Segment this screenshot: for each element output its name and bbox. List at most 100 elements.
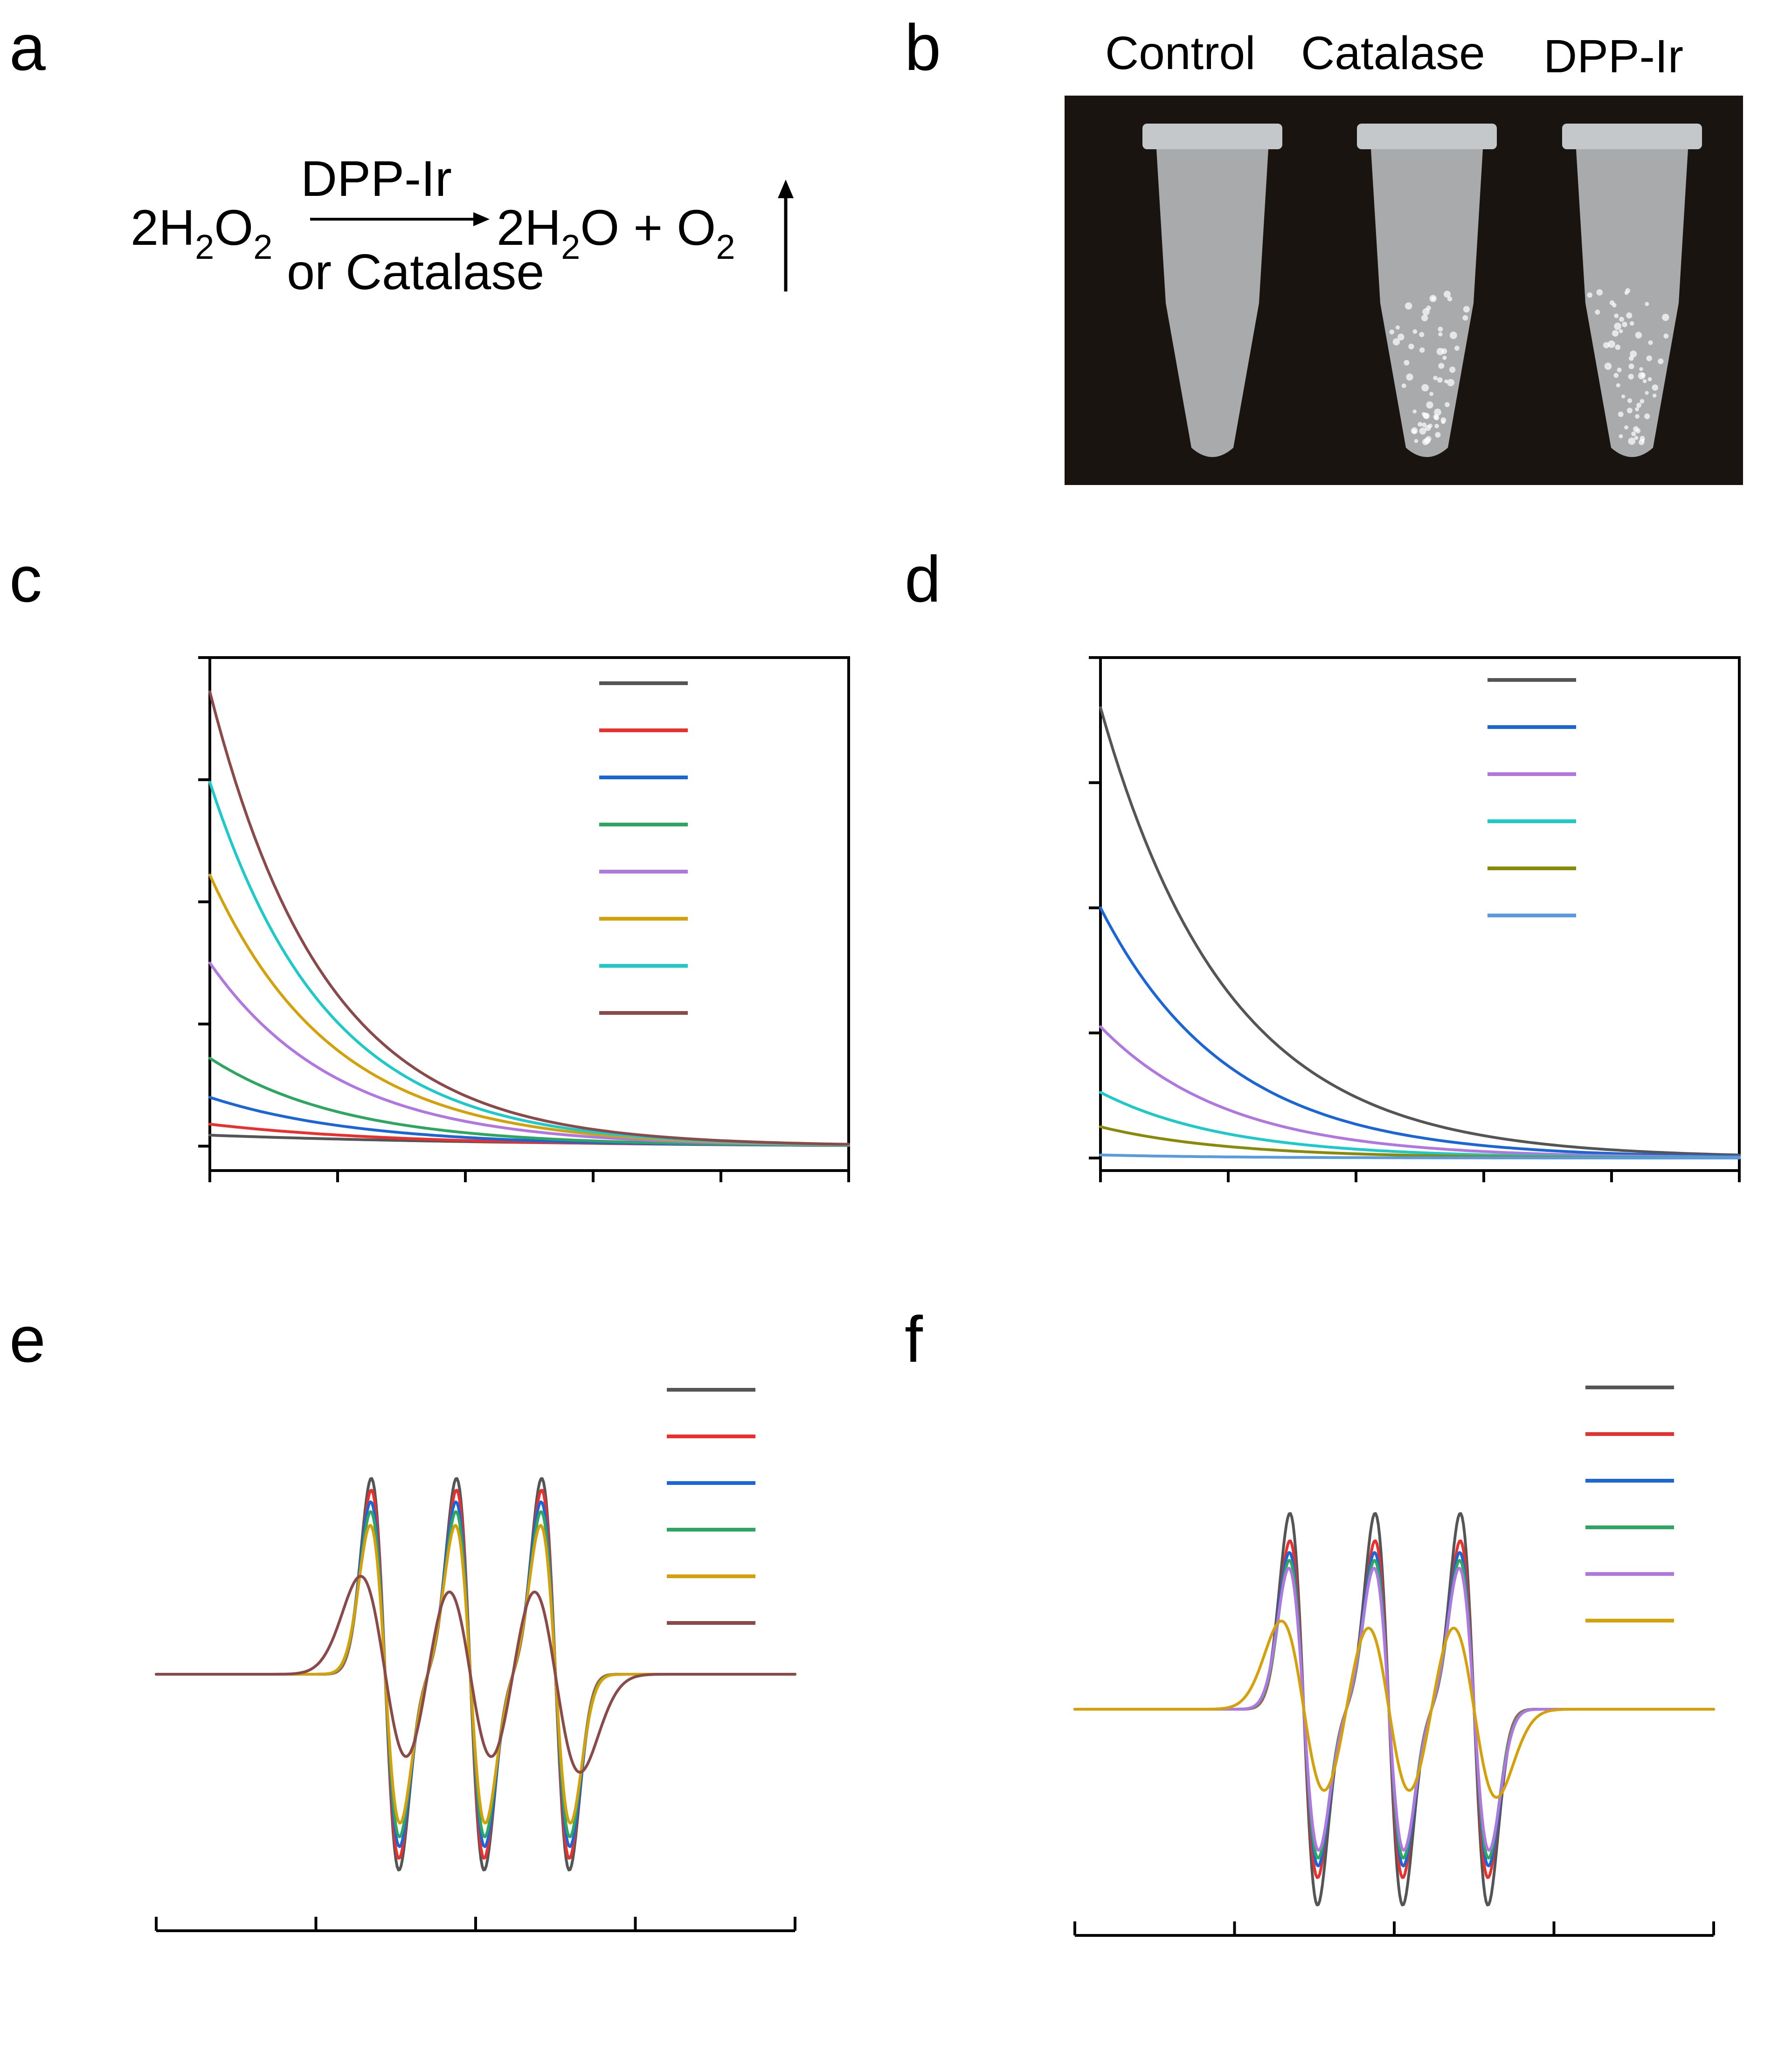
- bubble: [1438, 332, 1442, 336]
- bubble: [1624, 425, 1628, 430]
- bubble: [1663, 333, 1668, 339]
- bubble: [1405, 302, 1412, 310]
- bubble: [1640, 436, 1645, 441]
- equation-product-a: 2H: [497, 199, 561, 256]
- bubble: [1595, 310, 1600, 315]
- bubble: [1625, 288, 1630, 293]
- bubble: [1621, 395, 1625, 398]
- tube-cap-2: [1562, 124, 1702, 149]
- bubble: [1423, 413, 1429, 419]
- equation-product-sub2: 2: [716, 228, 735, 266]
- bubble: [1438, 363, 1444, 369]
- bubble: [1640, 399, 1644, 403]
- tube-cap-1: [1357, 124, 1497, 149]
- bubble: [1619, 434, 1623, 438]
- equation-reactant-sub1: 2: [195, 228, 214, 266]
- bubble: [1587, 292, 1592, 298]
- bubble: [1402, 383, 1406, 388]
- tube-photo-panel: Control Catalase DPP-Ir: [1065, 27, 1743, 485]
- bubble: [1619, 329, 1623, 333]
- bubble: [1614, 313, 1619, 318]
- bubble: [1437, 377, 1443, 383]
- equation-product-b: O + O: [580, 199, 716, 256]
- bubble: [1630, 350, 1637, 357]
- bubble: [1404, 360, 1409, 366]
- bubble: [1653, 394, 1657, 398]
- bubble: [1644, 414, 1650, 419]
- bubble: [1433, 376, 1438, 381]
- bubble: [1638, 372, 1645, 379]
- figure: a b c d e f 2H2O2 DPP-Ir or Catalase 2H2…: [0, 0, 1792, 2052]
- bubble: [1643, 379, 1647, 383]
- bubble: [1390, 330, 1395, 335]
- equation-reactant-mid: O: [214, 199, 253, 256]
- bubble: [1662, 314, 1669, 321]
- bubble: [1628, 374, 1633, 379]
- bubble: [1437, 348, 1444, 355]
- tube-label-control: Control: [1105, 27, 1255, 79]
- bubble: [1652, 384, 1659, 391]
- bubble: [1635, 414, 1640, 419]
- bubble: [1450, 332, 1457, 339]
- bubble: [1645, 302, 1649, 306]
- bubble: [1429, 392, 1433, 396]
- bubble: [1421, 384, 1429, 391]
- bubble: [1612, 330, 1619, 337]
- bubble: [1613, 373, 1619, 378]
- bubble: [1449, 367, 1455, 373]
- bubble: [1411, 427, 1418, 434]
- bubble: [1429, 295, 1437, 302]
- panel-letter-a: a: [9, 11, 46, 84]
- bubble: [1418, 422, 1422, 427]
- bubble: [1412, 409, 1417, 414]
- bubble: [1631, 431, 1636, 436]
- equation-catalyst-top: DPP-Ir: [301, 150, 452, 207]
- bubble: [1463, 306, 1470, 312]
- bubble: [1447, 379, 1454, 386]
- bubble: [1408, 344, 1414, 349]
- bubble: [1645, 391, 1649, 395]
- equation-product-sub1: 2: [561, 228, 580, 266]
- bubble: [1636, 403, 1641, 408]
- bubble: [1396, 326, 1400, 330]
- bubble: [1419, 332, 1424, 337]
- bubble: [1426, 305, 1431, 310]
- bubble: [1422, 423, 1426, 427]
- tube-label-catalase: Catalase: [1301, 27, 1485, 79]
- bubble: [1618, 411, 1624, 417]
- bubble: [1648, 340, 1653, 345]
- equation-reactant-sub2: 2: [253, 228, 272, 266]
- bubble: [1615, 345, 1621, 350]
- bubble: [1628, 364, 1634, 369]
- bubble: [1614, 323, 1621, 330]
- tube-cap-0: [1142, 124, 1282, 149]
- bubble: [1639, 367, 1643, 371]
- bubble: [1445, 402, 1450, 407]
- bubble: [1438, 326, 1443, 332]
- bubble: [1605, 363, 1612, 370]
- bubble: [1435, 432, 1440, 437]
- bubble: [1462, 315, 1468, 321]
- panel-letter-e: e: [9, 1303, 46, 1376]
- equation-reactant-coef: 2H: [131, 199, 195, 256]
- bubble: [1658, 359, 1663, 364]
- panel-letter-d: d: [905, 542, 941, 616]
- bubble: [1647, 355, 1653, 361]
- bubble: [1419, 428, 1426, 435]
- bubble: [1619, 317, 1624, 322]
- bubble: [1440, 417, 1446, 423]
- bubble: [1434, 415, 1439, 420]
- panel-letter-f: f: [905, 1303, 923, 1376]
- bubble: [1617, 367, 1621, 372]
- bubble: [1447, 297, 1453, 302]
- bubble: [1596, 289, 1603, 296]
- bubble: [1426, 402, 1433, 409]
- bubble: [1422, 439, 1429, 445]
- panel-letter-c: c: [9, 542, 42, 616]
- bubble: [1626, 312, 1632, 319]
- bubble: [1603, 342, 1609, 348]
- bubble: [1635, 428, 1640, 433]
- bubble: [1442, 356, 1446, 360]
- bubble: [1627, 408, 1633, 413]
- bubble: [1434, 424, 1439, 429]
